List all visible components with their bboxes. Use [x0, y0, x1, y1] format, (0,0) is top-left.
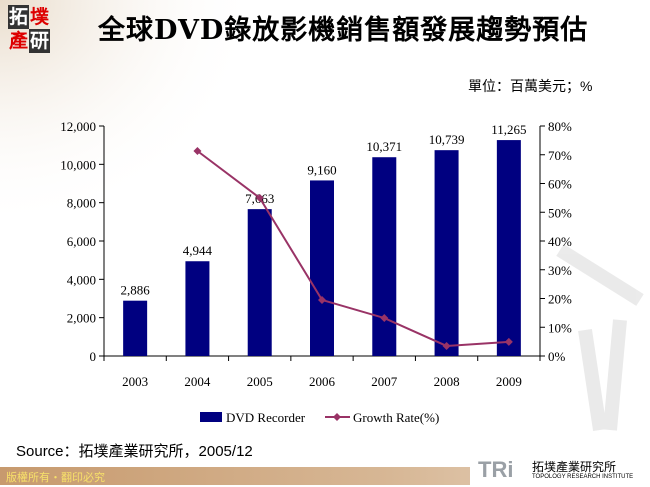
y2-tick-label: 50%: [548, 205, 572, 220]
x-tick-label: 2003: [122, 374, 148, 389]
y-tick-label: 0: [90, 349, 97, 364]
y2-tick-label: 40%: [548, 234, 572, 249]
y2-tick-label: 70%: [548, 148, 572, 163]
y2-tick-label: 10%: [548, 320, 572, 335]
x-tick-label: 2006: [309, 374, 336, 389]
growth-marker: [442, 341, 451, 350]
bar: [185, 261, 210, 356]
x-tick-label: 2005: [247, 374, 273, 389]
growth-marker: [380, 314, 389, 323]
logo-char: 研: [29, 29, 50, 53]
data-label: 2,886: [121, 283, 151, 298]
y-tick-label: 12,000: [60, 119, 96, 134]
growth-line: [196, 150, 509, 347]
logo-char: 墣: [29, 6, 49, 28]
org-name-zh: 拓墣產業研究所: [532, 460, 617, 474]
legend-label: Growth Rate(%): [353, 410, 439, 425]
page-title: 全球DVD錄放影機銷售額發展趨勢預估: [98, 15, 589, 46]
bar: [434, 150, 459, 356]
x-tick-label: 2004: [184, 374, 211, 389]
legend-label: DVD Recorder: [226, 410, 306, 425]
legend-marker: [333, 413, 341, 421]
y2-tick-label: 0%: [548, 349, 566, 364]
logo-char: 產: [8, 30, 28, 52]
y-tick-label: 8,000: [67, 196, 96, 211]
org-logo-mark: TRi: [478, 457, 514, 482]
bar: [372, 157, 397, 356]
y2-tick-label: 30%: [548, 263, 572, 278]
y2-tick-label: 80%: [548, 119, 572, 134]
bar: [247, 209, 272, 356]
data-label: 9,160: [307, 162, 336, 177]
copyright-text: 版權所有・翻印必究: [6, 471, 105, 484]
y-tick-label: 4,000: [67, 272, 96, 287]
data-label: 10,371: [366, 139, 402, 154]
bar: [310, 180, 334, 356]
legend-swatch-bar: [200, 412, 222, 422]
y2-tick-label: 60%: [548, 177, 572, 192]
growth-marker: [504, 337, 513, 346]
bar: [496, 140, 521, 356]
data-label: 10,739: [429, 132, 465, 147]
org-logo: TRi 拓墣產業研究所 TOPOLOGY RESEARCH INSTITUTE: [470, 457, 650, 487]
data-label: 4,944: [183, 243, 213, 258]
data-label: 11,265: [491, 122, 526, 137]
x-tick-label: 2007: [371, 374, 398, 389]
logo-char: 拓: [8, 5, 29, 29]
x-tick-label: 2008: [434, 374, 460, 389]
source-note: Source：拓墣產業研究所，2005/12: [16, 443, 253, 460]
growth-marker: [318, 295, 326, 304]
bar: [123, 300, 148, 356]
y-tick-label: 2,000: [67, 311, 96, 326]
growth-marker: [255, 193, 264, 202]
y-tick-label: 6,000: [67, 234, 96, 249]
growth-marker: [193, 147, 202, 156]
y2-tick-label: 20%: [548, 292, 572, 307]
logo: 拓墣產研: [8, 5, 50, 53]
x-tick-label: 2009: [496, 374, 522, 389]
y-tick-label: 10,000: [60, 157, 96, 172]
unit-label: 單位：百萬美元；%: [468, 78, 593, 94]
org-name-en: TOPOLOGY RESEARCH INSTITUTE: [532, 474, 634, 480]
